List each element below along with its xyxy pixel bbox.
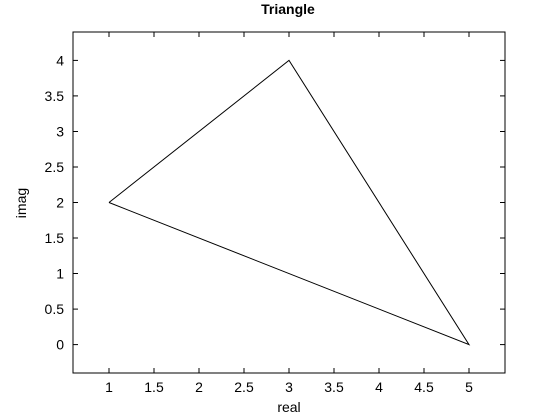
x-tick-label: 3 bbox=[285, 379, 293, 395]
x-tick-label: 3.5 bbox=[324, 379, 344, 395]
x-tick-label: 1.5 bbox=[144, 379, 164, 395]
x-tick-label: 5 bbox=[465, 379, 473, 395]
y-tick-label: 1 bbox=[56, 266, 64, 282]
y-tick-label: 1.5 bbox=[45, 230, 65, 246]
y-axis-ticks: 0 0.5 1 1.5 2 2.5 3 3.5 4 bbox=[45, 52, 505, 353]
y-tick-label: 4 bbox=[56, 52, 64, 68]
y-tick-label: 3 bbox=[56, 124, 64, 140]
triangle-series-line bbox=[108, 59, 471, 346]
x-tick-label: 4 bbox=[375, 379, 383, 395]
y-tick-label: 2 bbox=[56, 195, 64, 211]
x-tick-label: 2 bbox=[195, 379, 203, 395]
y-tick-label: 0.5 bbox=[45, 301, 65, 317]
y-tick-label: 3.5 bbox=[45, 88, 65, 104]
x-tick-label: 2.5 bbox=[234, 379, 254, 395]
chart-title: Triangle bbox=[261, 1, 315, 17]
y-tick-label: 2.5 bbox=[45, 159, 65, 175]
plot-area bbox=[72, 31, 506, 374]
series-layer bbox=[108, 59, 471, 346]
y-tick-label: 0 bbox=[56, 337, 64, 353]
x-tick-label: 4.5 bbox=[414, 379, 434, 395]
x-tick-label: 1 bbox=[105, 379, 113, 395]
x-axis-label: real bbox=[277, 399, 300, 415]
x-axis-ticks: 1 1.5 2 2.5 3 3.5 4 4.5 5 bbox=[105, 32, 473, 395]
y-axis-label: imag bbox=[13, 188, 29, 218]
